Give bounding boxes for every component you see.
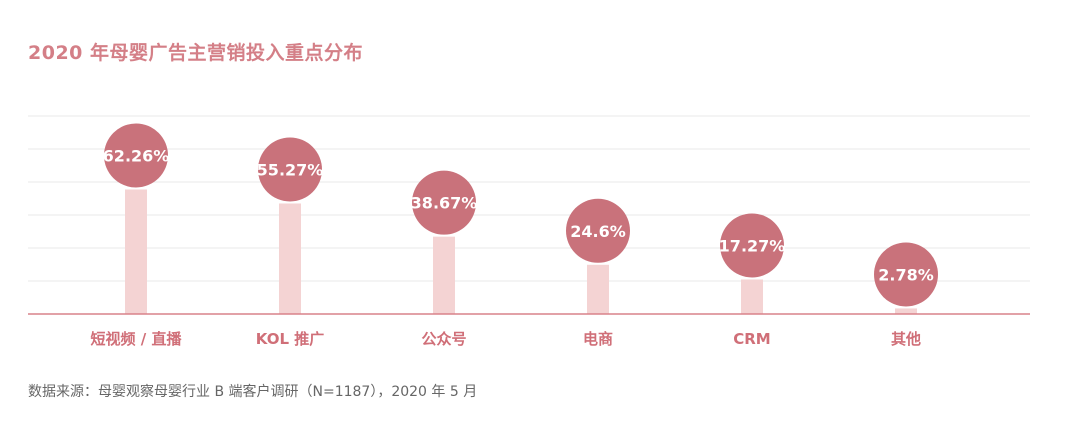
value-bubble: [258, 137, 322, 202]
value-bubble: [720, 213, 784, 278]
data-label: 62.26%: [103, 146, 170, 165]
data-label: 55.27%: [257, 160, 324, 179]
bar: [587, 264, 609, 314]
category-label: 短视频 / 直播: [91, 330, 183, 348]
data-label: 24.6%: [570, 222, 626, 241]
category-label: 电商: [583, 330, 613, 348]
category-label: 其他: [891, 330, 921, 348]
category-label: 公众号: [421, 330, 466, 348]
source-note: 数据来源：母婴观察母婴行业 B 端客户调研（N=1187），2020 年 5 月: [28, 384, 478, 400]
value-bubble: [874, 242, 938, 307]
bar: [895, 308, 917, 314]
data-label: 38.67%: [411, 194, 478, 213]
bar: [433, 236, 455, 314]
bar: [741, 279, 763, 314]
data-label: 17.27%: [719, 236, 786, 255]
category-label: CRM: [733, 330, 771, 348]
category-label: KOL 推广: [256, 330, 324, 348]
data-label: 2.78%: [878, 265, 934, 284]
value-bubble: [566, 198, 630, 263]
value-bubble: [412, 170, 476, 235]
value-bubble: [104, 123, 168, 188]
bar: [125, 189, 147, 314]
bar: [279, 203, 301, 314]
chart-title: 2020 年母婴广告主营销投入重点分布: [28, 42, 363, 64]
